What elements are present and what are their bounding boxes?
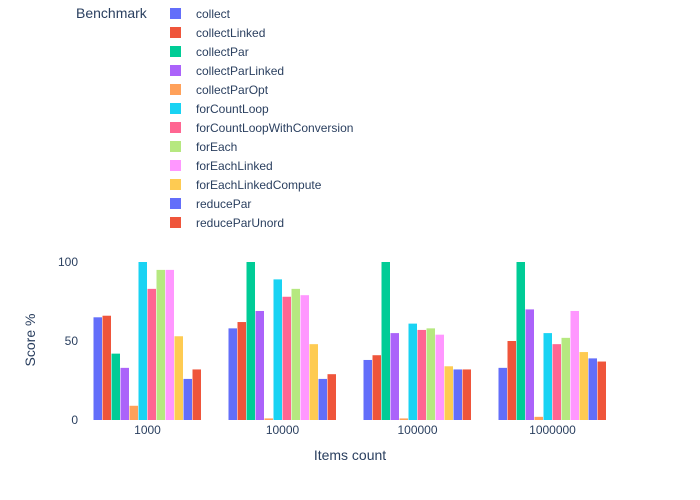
bar-collectPar-100000[interactable] [381,262,391,420]
bar-collectParOpt-100000[interactable] [399,418,409,420]
legend-swatch [170,65,181,76]
bar-forCountLoopWithConversion-100000[interactable] [417,329,427,420]
legend-swatch [170,8,181,19]
legend-label: reducePar [196,197,252,211]
bar-forEachLinkedCompute-1000000[interactable] [579,352,589,420]
bar-reducePar-1000000[interactable] [588,358,598,420]
bar-forCountLoop-10000[interactable] [273,279,283,420]
bar-forEach-10000[interactable] [291,288,301,420]
x-tick-label: 100000 [397,423,437,437]
bar-forEachLinked-1000000[interactable] [570,310,580,420]
legend-swatch [170,122,181,133]
bar-forEach-1000[interactable] [156,269,166,420]
y-axis-ticks: 0 50 100 [58,255,78,427]
bar-collectParOpt-1000[interactable] [129,405,139,420]
legend-swatch [170,160,181,171]
bar-collect-1000000[interactable] [498,367,508,420]
bar-collectPar-1000[interactable] [111,353,121,420]
legend-swatch [170,27,181,38]
legend-swatch [170,141,181,152]
bar-forCountLoopWithConversion-1000000[interactable] [552,344,562,420]
legend-swatch [170,46,181,57]
bar-forCountLoopWithConversion-1000[interactable] [147,288,157,420]
x-axis-ticks: 1000 10000 100000 1000000 [134,423,576,437]
bar-forCountLoop-1000000[interactable] [543,333,553,420]
x-tick-label: 1000000 [529,423,576,437]
legend-label: collectParOpt [196,83,269,97]
legend-title: Benchmark [76,5,147,21]
bar-collect-10000[interactable] [228,328,238,420]
legend-swatch [170,198,181,209]
bar-collectLinked-10000[interactable] [237,322,247,420]
bar-collectPar-1000000[interactable] [516,262,526,420]
legend-label: forEach [196,140,238,154]
bar-forEachLinkedCompute-100000[interactable] [444,366,454,420]
bar-collectParLinked-1000000[interactable] [525,309,535,420]
legend-swatch [170,217,181,228]
bar-reducePar-100000[interactable] [453,369,463,420]
legend-label: forEachLinkedCompute [196,178,322,192]
bar-forEachLinkedCompute-1000[interactable] [174,336,184,420]
legend-label: collectPar [196,45,249,59]
bar-collect-1000[interactable] [93,317,103,420]
legend-swatch [170,84,181,95]
bar-forEach-100000[interactable] [426,328,436,420]
bar-forEachLinkedCompute-10000[interactable] [309,344,319,420]
bar-forEachLinked-100000[interactable] [435,334,445,420]
y-tick-label: 50 [65,334,79,348]
bar-reduceParUnord-100000[interactable] [462,369,472,420]
bar-reduceParUnord-1000000[interactable] [597,361,607,420]
bar-forEachLinked-1000[interactable] [165,269,175,420]
x-tick-label: 10000 [266,423,300,437]
legend-label: forEachLinked [196,159,273,173]
legend-swatch [170,179,181,190]
legend-label: collect [196,7,231,21]
bar-reduceParUnord-1000[interactable] [192,369,202,420]
bar-reducePar-10000[interactable] [318,378,328,420]
legend-label: forCountLoop [196,102,269,116]
bar-collectParLinked-10000[interactable] [255,310,265,420]
y-tick-label: 100 [58,255,78,269]
legend-swatch [170,103,181,114]
bar-collectLinked-1000[interactable] [102,315,112,420]
bar-forCountLoop-100000[interactable] [408,323,418,420]
bar-collectLinked-1000000[interactable] [507,341,517,420]
bars-layer [93,262,607,420]
bar-forCountLoopWithConversion-10000[interactable] [282,296,292,420]
legend-label: forCountLoopWithConversion [196,121,354,135]
legend-label: reduceParUnord [196,216,285,230]
bar-collectParOpt-1000000[interactable] [534,416,544,420]
bar-collectPar-10000[interactable] [246,262,256,420]
legend-label: collectLinked [196,26,266,40]
bar-collectParLinked-100000[interactable] [390,333,400,420]
bar-collectParLinked-1000[interactable] [120,367,130,420]
bar-reducePar-1000[interactable] [183,378,193,420]
legend-label: collectParLinked [196,64,285,78]
x-axis-title: Items count [314,447,386,463]
bar-forCountLoop-1000[interactable] [138,262,148,420]
y-axis-title: Score % [22,314,38,367]
bar-forEachLinked-10000[interactable] [300,295,310,420]
bar-collectParOpt-10000[interactable] [264,418,274,420]
bar-reduceParUnord-10000[interactable] [327,374,337,420]
bar-collectLinked-100000[interactable] [372,355,382,420]
x-tick-label: 1000 [134,423,161,437]
y-tick-label: 0 [71,413,78,427]
bar-collect-100000[interactable] [363,359,373,420]
bar-forEach-1000000[interactable] [561,337,571,420]
